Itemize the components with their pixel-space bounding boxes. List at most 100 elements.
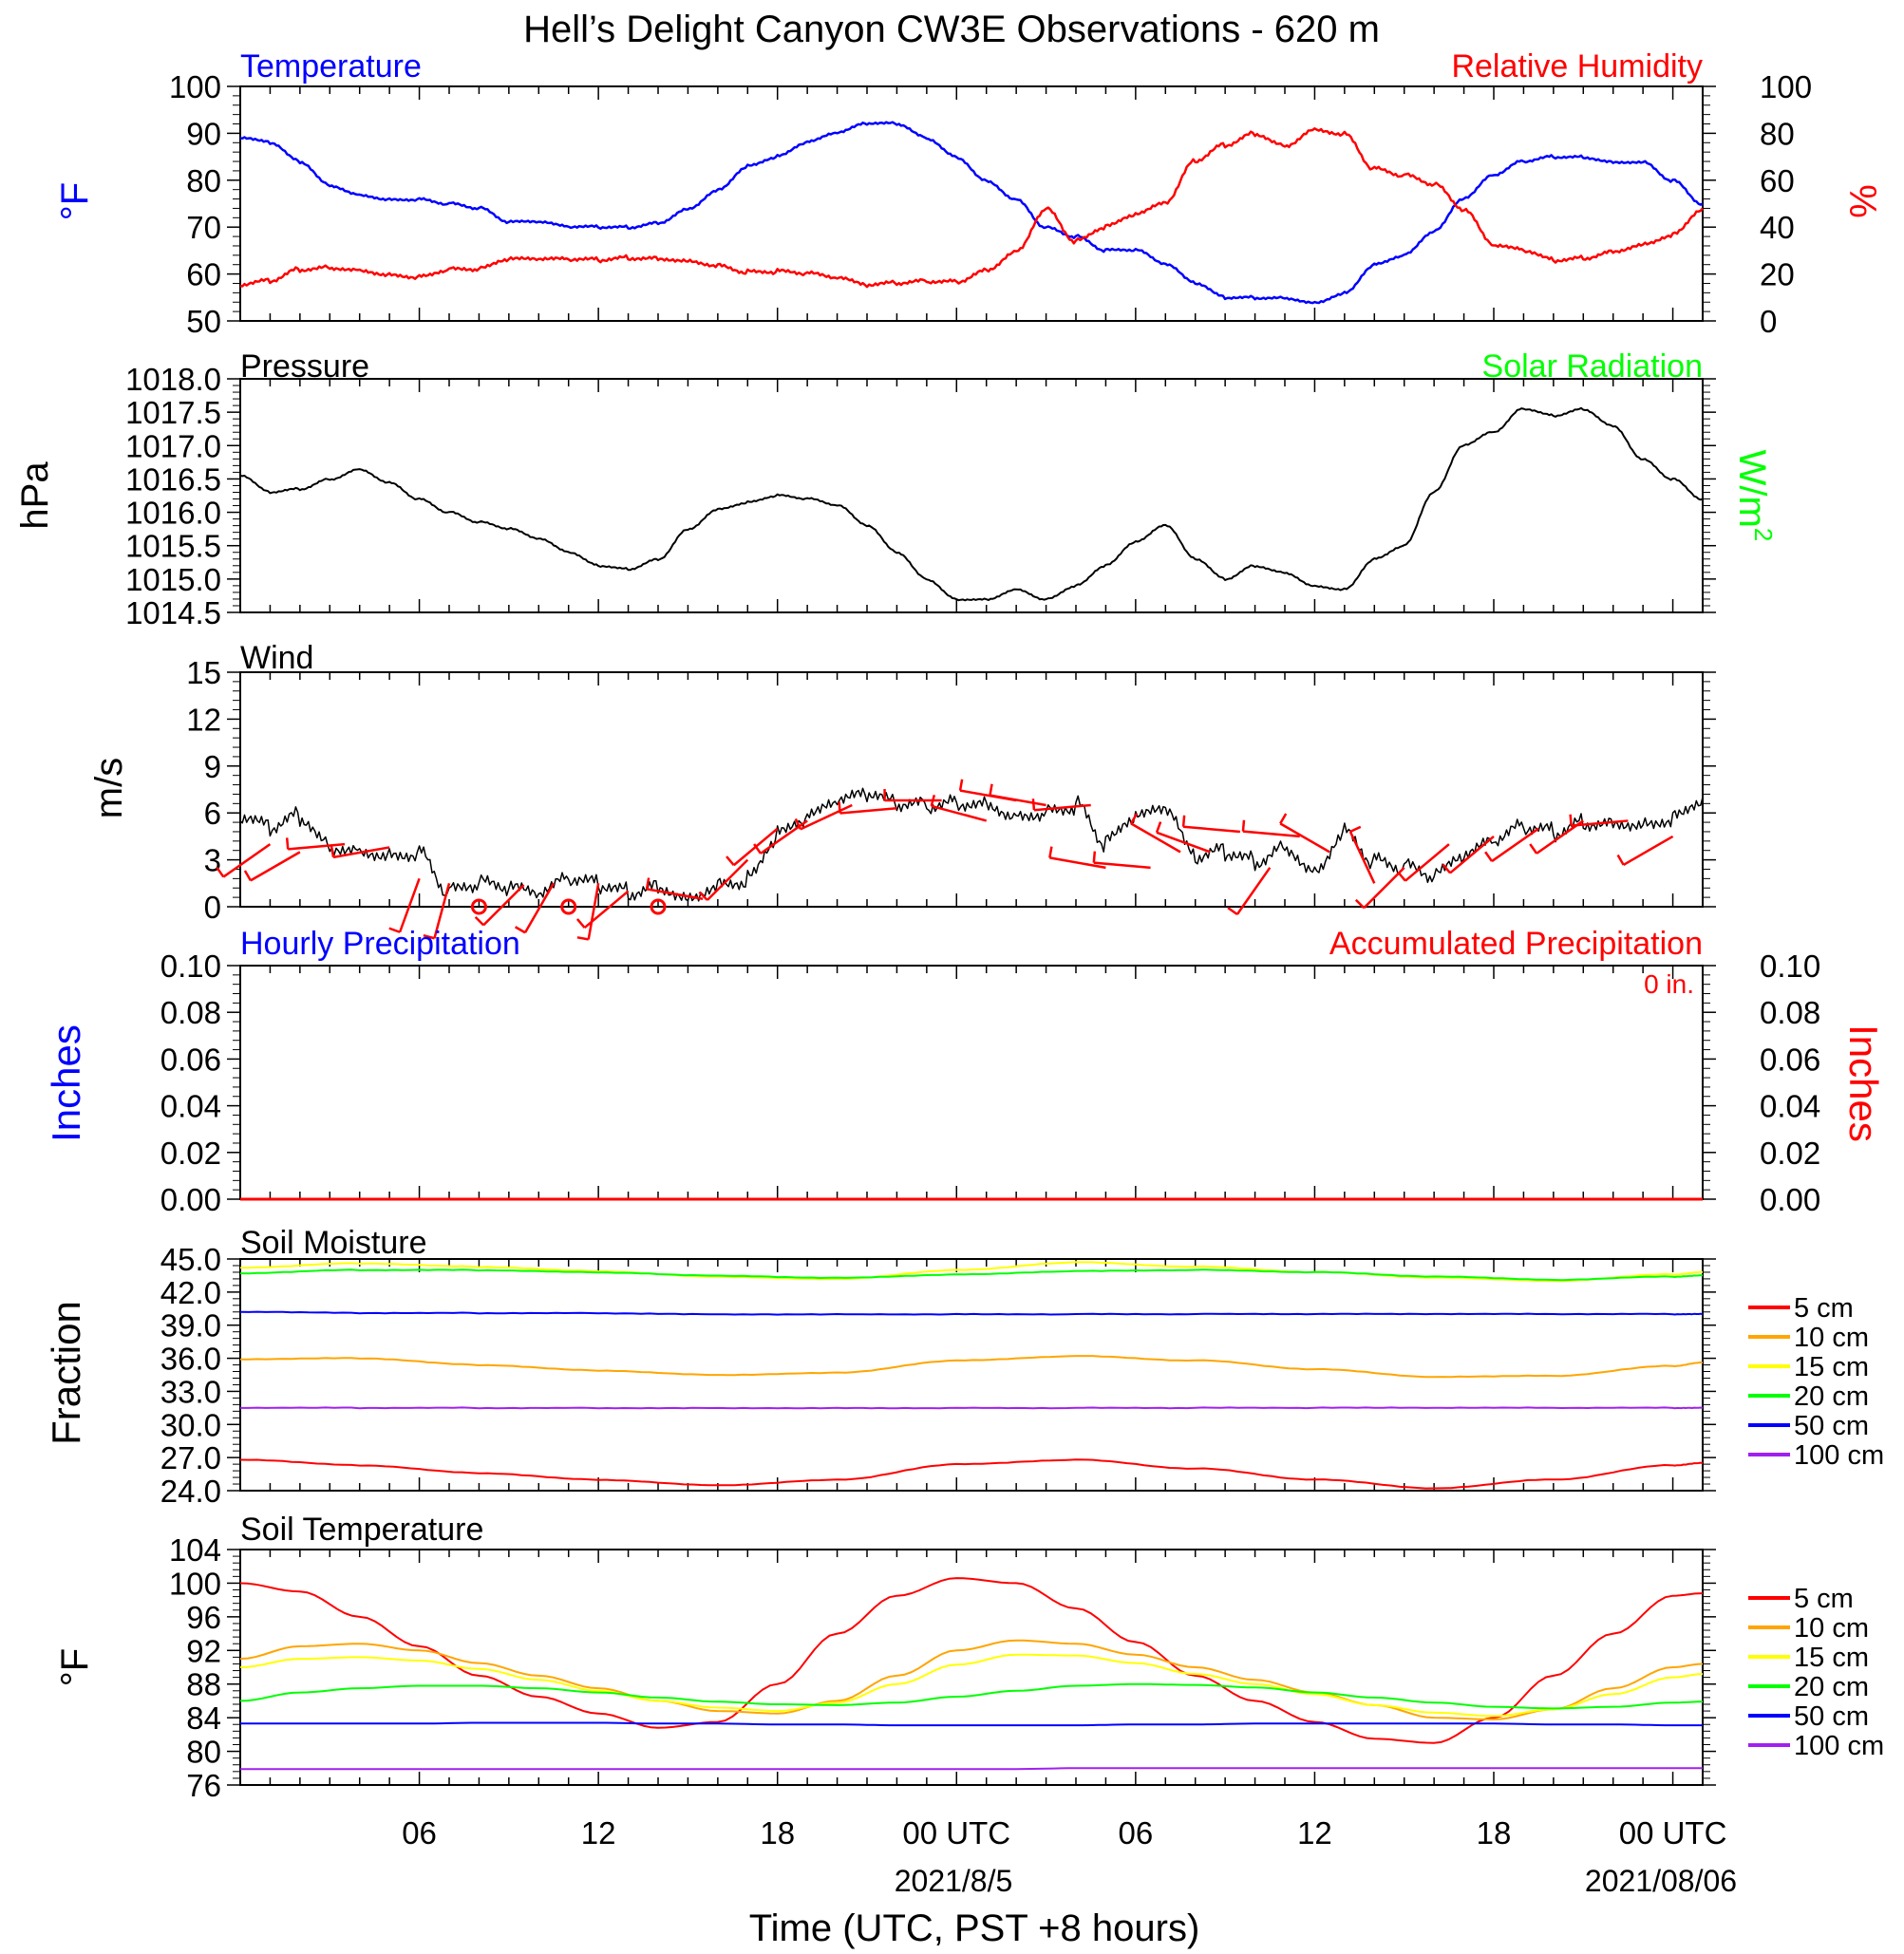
x-date-label-2: 2021/08/06 bbox=[1585, 1864, 1737, 1898]
x-tick-label: 06 bbox=[402, 1815, 437, 1851]
humidity-line bbox=[239, 127, 1704, 289]
wind-speed-line bbox=[239, 787, 1704, 902]
panel-title-hourly-precipitation: Hourly Precipitation bbox=[240, 926, 520, 962]
soil-temperature-legend-label: 50 cm bbox=[1794, 1701, 1869, 1732]
wind-barb bbox=[706, 858, 749, 901]
plot-temperature-humidity: 50 60 70 80 90 100 0 20 40 60 80 100 bbox=[169, 69, 1812, 339]
wind-barb-flag bbox=[1181, 815, 1186, 827]
wind-y-tick-label: 15 bbox=[186, 655, 221, 690]
plot-precipitation: 0.00 0.02 0.04 0.06 0.08 0.10 0.00 0.02 0.04 0.06… bbox=[160, 949, 1820, 1217]
panel-wind: Wind m/s 0 3 6 9 12 15 bbox=[88, 640, 1716, 941]
wind-barb-flag bbox=[1031, 799, 1036, 811]
soil-temperature-line-15cm bbox=[239, 1653, 1704, 1718]
pressure-y-tick-label: 1017.0 bbox=[125, 428, 221, 463]
precip-y-tick-label: 0.10 bbox=[160, 949, 221, 984]
wind-barb-flag bbox=[838, 801, 841, 814]
wind-barb-flag bbox=[285, 837, 290, 850]
wind-barb-flag bbox=[726, 855, 735, 867]
ylabel-temperature: °F bbox=[54, 182, 96, 220]
wind-barb bbox=[800, 803, 853, 831]
ylabel-solar-radiation: W/m2 bbox=[1731, 450, 1778, 542]
wind-barb bbox=[990, 794, 1046, 807]
wind-barb-flag bbox=[514, 926, 526, 934]
wind-barb bbox=[1348, 831, 1376, 884]
soilm-y-tick-label: 36.0 bbox=[160, 1342, 221, 1377]
soil-moisture-line-15cm bbox=[240, 1261, 1704, 1283]
soil-temperature-legend-label: 20 cm bbox=[1794, 1672, 1869, 1702]
wind-barb-flag bbox=[1484, 851, 1494, 862]
panel-pressure: Pressure Solar Radiation hPa W/m2 1014.5… bbox=[14, 348, 1778, 630]
rh-y-tick-label-right: 20 bbox=[1760, 257, 1795, 292]
pressure-y-tick-label: 1017.5 bbox=[125, 395, 221, 430]
soil-moisture-legend-label: 15 cm bbox=[1794, 1352, 1869, 1382]
wind-barb bbox=[250, 851, 301, 882]
wind-barb-flag bbox=[1529, 843, 1538, 855]
x-tick-label: 12 bbox=[1297, 1815, 1332, 1851]
soil-temperature-legend-label: 5 cm bbox=[1794, 1584, 1854, 1614]
soil-temperature-line-50cm bbox=[240, 1721, 1703, 1727]
wind-barb-flag bbox=[1397, 871, 1406, 882]
pressure-y-tick-label: 1018.0 bbox=[125, 362, 221, 397]
wind-calm-marker bbox=[650, 898, 667, 915]
wind-barb bbox=[1235, 867, 1272, 915]
precip-y-tick-label-right: 0.06 bbox=[1760, 1042, 1820, 1077]
precip-y-tick-label-right: 0.00 bbox=[1760, 1182, 1820, 1217]
soilm-y-tick-label: 30.0 bbox=[160, 1407, 221, 1442]
wind-barb-flag bbox=[958, 779, 964, 791]
wind-barb bbox=[1156, 831, 1211, 854]
temp-y-tick-label: 90 bbox=[186, 116, 221, 151]
wind-barb-flag bbox=[388, 927, 401, 933]
x-date-label-1: 2021/8/5 bbox=[895, 1864, 1013, 1898]
precip-y-tick-label: 0.04 bbox=[160, 1089, 221, 1124]
soilt-y-tick-label: 96 bbox=[186, 1600, 221, 1635]
x-tick-label: 18 bbox=[760, 1815, 795, 1851]
soil-moisture-legend-label: 100 cm bbox=[1794, 1440, 1884, 1471]
rh-y-tick-label-right: 0 bbox=[1760, 304, 1777, 339]
ylabel-humidity: % bbox=[1841, 184, 1883, 218]
precip-y-tick-label-right: 0.04 bbox=[1760, 1089, 1820, 1124]
temp-y-tick-label: 80 bbox=[186, 163, 221, 198]
wind-barb bbox=[646, 888, 704, 900]
wind-barb-flag bbox=[576, 936, 589, 941]
wind-barb-flag bbox=[645, 877, 650, 890]
wind-barb bbox=[398, 877, 421, 933]
wind-barb bbox=[1093, 861, 1151, 870]
soil-moisture-legend-label: 5 cm bbox=[1794, 1293, 1854, 1324]
ylabel-pressure: hPa bbox=[14, 461, 56, 530]
soil-moisture-legend-label: 50 cm bbox=[1794, 1411, 1869, 1441]
soilt-y-tick-label: 92 bbox=[186, 1633, 221, 1668]
wind-barb bbox=[587, 883, 600, 940]
precipitation-total-annotation: 0 in. bbox=[1644, 969, 1694, 999]
wind-barb bbox=[1242, 830, 1300, 838]
rh-y-tick-label-right: 60 bbox=[1760, 163, 1795, 198]
temperature-line bbox=[239, 121, 1704, 305]
pressure-plot-frame bbox=[239, 378, 1704, 613]
wind-barb bbox=[1571, 819, 1629, 827]
wind-barb-flag bbox=[243, 870, 252, 881]
plot-wind: 0 3 6 9 12 15 bbox=[186, 655, 1716, 941]
pressure-line bbox=[239, 406, 1704, 602]
temp-y-tick-label: 70 bbox=[186, 210, 221, 245]
soil-moisture-line-10cm bbox=[239, 1355, 1704, 1379]
panel-title-soil-moisture: Soil Moisture bbox=[240, 1225, 427, 1261]
wind-barb bbox=[288, 842, 346, 851]
plot-pressure: 1014.51015.01015.51016.01016.51017.01017… bbox=[125, 362, 1716, 630]
soilt-y-tick-label: 100 bbox=[169, 1566, 221, 1601]
soilm-plot-frame bbox=[239, 1258, 1704, 1492]
temp-y-tick-label: 50 bbox=[186, 304, 221, 339]
wind-y-tick-label: 3 bbox=[204, 843, 221, 878]
wind-barb-flag bbox=[1354, 898, 1366, 910]
soilm-y-tick-label: 33.0 bbox=[160, 1374, 221, 1409]
ylabel-solar-radiation-exponent: 2 bbox=[1749, 528, 1778, 541]
soilt-y-tick-label: 88 bbox=[186, 1667, 221, 1702]
wind-barb bbox=[523, 882, 556, 933]
precip-y-tick-label-right: 0.10 bbox=[1760, 949, 1820, 984]
wind-barb-flag bbox=[753, 843, 763, 855]
soil-temperature-legend-label: 15 cm bbox=[1794, 1643, 1869, 1673]
soil-moisture-legend-label: 10 cm bbox=[1794, 1323, 1869, 1353]
soil-moisture-line-5cm bbox=[239, 1458, 1704, 1490]
wind-barb bbox=[1182, 825, 1240, 834]
wind-plot-frame bbox=[239, 671, 1704, 908]
